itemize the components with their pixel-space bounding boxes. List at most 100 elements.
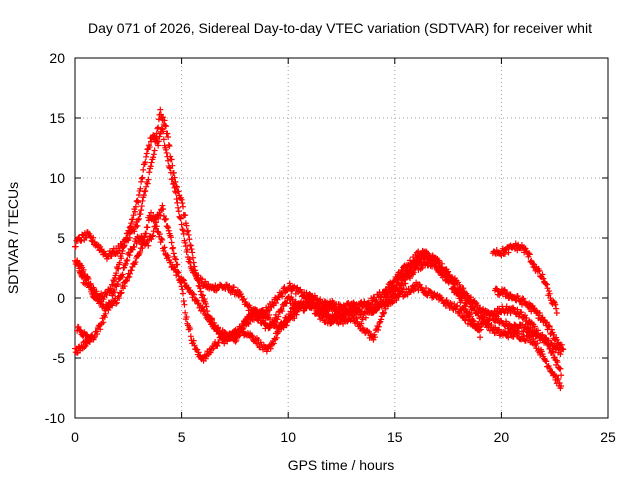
data-point <box>187 333 194 340</box>
data-point <box>180 203 187 210</box>
data-point <box>90 234 97 241</box>
data-point <box>185 231 192 238</box>
data-point <box>108 252 115 259</box>
data-point <box>281 284 288 291</box>
data-point <box>462 317 469 324</box>
y-tick-label: 0 <box>57 290 65 306</box>
data-point <box>538 348 545 355</box>
data-point <box>167 153 174 160</box>
data-point <box>192 267 199 274</box>
data-point <box>215 339 222 346</box>
data-point <box>166 143 173 150</box>
data-point <box>165 227 172 234</box>
data-point <box>158 235 165 242</box>
data-point <box>162 146 169 153</box>
data-point <box>202 355 209 362</box>
data-point <box>180 277 187 284</box>
data-point <box>186 236 193 243</box>
data-point <box>543 319 550 326</box>
data-point <box>180 276 187 283</box>
data-point <box>137 249 144 256</box>
data-point <box>142 159 149 166</box>
data-point <box>101 314 108 321</box>
data-point <box>303 289 310 296</box>
data-point <box>139 174 146 181</box>
data-point <box>552 301 559 308</box>
data-point <box>475 309 482 316</box>
data-point <box>93 288 100 295</box>
data-point <box>320 312 327 319</box>
data-point <box>86 338 93 345</box>
data-point <box>197 285 204 292</box>
data-point <box>470 320 477 327</box>
data-point <box>423 259 430 266</box>
data-point <box>280 303 287 310</box>
data-point <box>298 301 305 308</box>
data-point <box>146 143 153 150</box>
data-point <box>169 245 176 252</box>
data-point <box>258 307 265 314</box>
data-point <box>483 321 490 328</box>
data-point <box>139 245 146 252</box>
data-point <box>126 234 133 241</box>
data-marks <box>72 106 567 392</box>
data-point <box>310 302 317 309</box>
data-point <box>283 322 290 329</box>
data-point <box>467 294 474 301</box>
data-point <box>140 192 147 199</box>
data-point <box>274 328 281 335</box>
data-point <box>287 308 294 315</box>
data-point <box>153 130 160 137</box>
data-point <box>275 313 282 320</box>
data-point <box>75 262 82 269</box>
data-point <box>121 283 128 290</box>
data-point <box>553 305 560 312</box>
data-point <box>558 383 565 390</box>
data-point <box>381 309 388 316</box>
data-point <box>138 178 145 185</box>
data-point <box>167 234 174 241</box>
data-point <box>201 296 208 303</box>
data-point <box>477 326 484 333</box>
data-point <box>315 302 322 309</box>
data-point <box>201 306 208 313</box>
data-point <box>558 341 565 348</box>
data-point <box>496 305 503 312</box>
data-point <box>471 303 478 310</box>
data-point <box>545 341 552 348</box>
data-point <box>208 316 215 323</box>
axis-ticks: 0 5 10 15 20 25 -10 -5 0 5 10 15 20 <box>45 50 616 445</box>
data-point <box>138 233 145 240</box>
data-point <box>270 340 277 347</box>
data-point <box>143 230 150 237</box>
data-point <box>194 277 201 284</box>
x-axis-label: GPS time / hours <box>288 457 395 473</box>
data-point <box>202 300 209 307</box>
data-point <box>359 316 366 323</box>
data-point <box>118 255 125 262</box>
data-point <box>254 340 261 347</box>
data-point <box>534 340 541 347</box>
data-point <box>145 176 152 183</box>
x-tick-label: 5 <box>178 429 186 445</box>
data-point <box>454 302 461 309</box>
data-point <box>249 333 256 340</box>
data-point <box>531 323 538 330</box>
data-point <box>182 212 189 219</box>
data-point <box>188 246 195 253</box>
data-point <box>280 324 287 331</box>
data-point <box>550 349 557 356</box>
y-tick-label: 5 <box>57 230 65 246</box>
data-point <box>177 214 184 221</box>
data-point <box>189 249 196 256</box>
data-point <box>336 311 343 318</box>
data-point <box>214 342 221 349</box>
data-point <box>448 278 455 285</box>
data-point <box>536 267 543 274</box>
data-point <box>191 342 198 349</box>
data-point <box>180 290 187 297</box>
x-tick-label: 0 <box>71 429 79 445</box>
data-point <box>248 332 255 339</box>
data-point <box>137 185 144 192</box>
data-point <box>198 291 205 298</box>
